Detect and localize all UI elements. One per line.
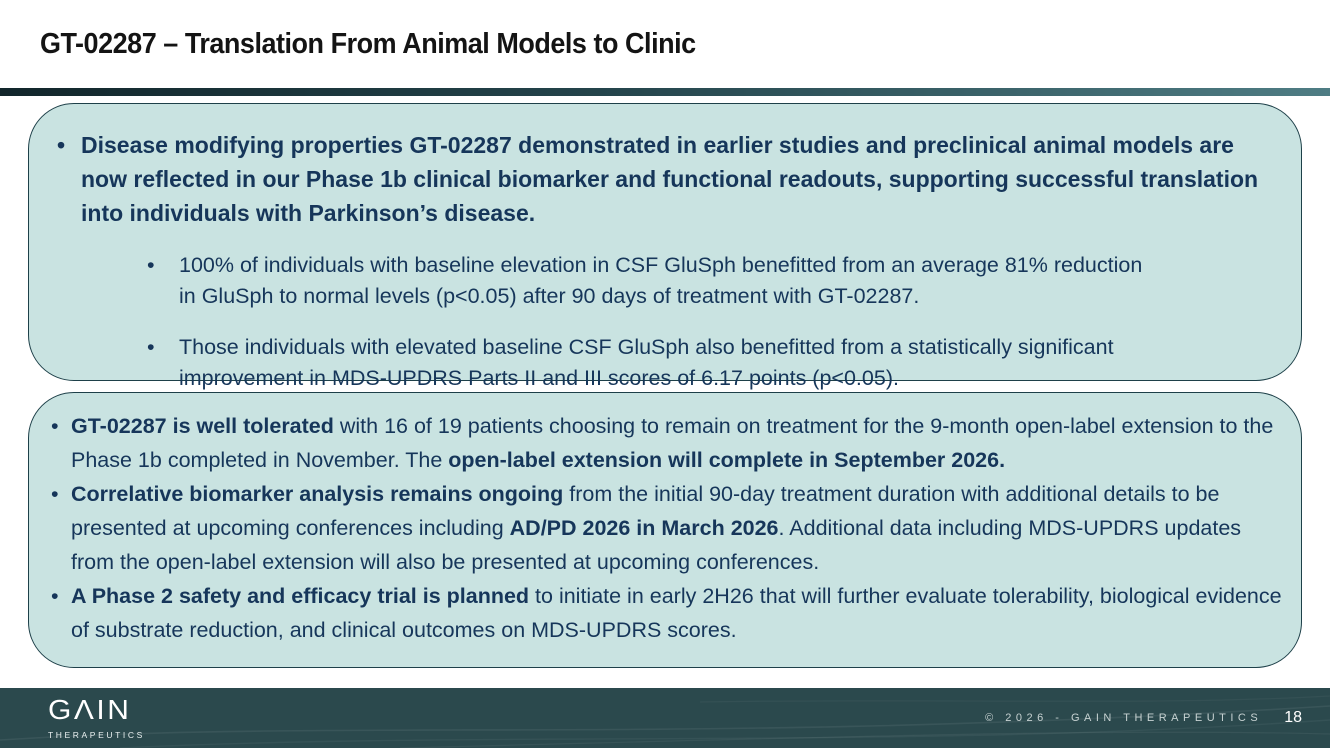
sub-bullet-updrs-improvement: • Those individuals with elevated baseli…	[147, 332, 1275, 394]
sub-bullet-glusph-reduction: • 100% of individuals with baseline elev…	[147, 250, 1275, 312]
footer-right: © 2026 - GAIN THERAPEUTICS 18	[985, 688, 1302, 748]
main-bullet: • Disease modifying properties GT-02287 …	[51, 128, 1275, 230]
logo-wordmark: GΛIN	[48, 695, 132, 726]
logo-subtext: THERAPEUTICS	[48, 730, 145, 740]
title-divider	[0, 88, 1330, 96]
page-title: GT-02287 – Translation From Animal Model…	[40, 28, 696, 60]
phase1b-findings-box: • Disease modifying properties GT-02287 …	[28, 103, 1302, 390]
bullet-biomarker-analysis: • Correlative biomarker analysis remains…	[45, 477, 1291, 579]
bullet-text: Correlative biomarker analysis remains o…	[71, 482, 1242, 574]
bullet-icon: •	[147, 335, 155, 359]
gain-therapeutics-logo: GΛIN THERAPEUTICS	[48, 697, 145, 740]
bullet-icon: •	[147, 253, 155, 277]
program-status-box: • GT-02287 is well tolerated with 16 of …	[28, 392, 1302, 668]
bullet-text: A Phase 2 safety and efficacy trial is p…	[71, 584, 1282, 642]
bullet-phase2-plan: • A Phase 2 safety and efficacy trial is…	[45, 579, 1291, 647]
bullet-tolerability: • GT-02287 is well tolerated with 16 of …	[45, 409, 1291, 477]
copyright-text: © 2026 - GAIN THERAPEUTICS	[985, 712, 1263, 724]
bullet-icon: •	[51, 414, 59, 438]
bullet-icon: •	[51, 482, 59, 506]
bullet-icon: •	[57, 132, 66, 158]
slide-footer: GΛIN THERAPEUTICS © 2026 - GAIN THERAPEU…	[0, 688, 1330, 748]
bullet-text: GT-02287 is well tolerated with 16 of 19…	[71, 414, 1274, 472]
sub-bullet-text: 100% of individuals with baseline elevat…	[179, 253, 1143, 308]
wave-decoration	[0, 695, 1330, 748]
sub-bullet-text: Those individuals with elevated baseline…	[179, 335, 1114, 390]
main-bullet-text: Disease modifying properties GT-02287 de…	[81, 132, 1259, 226]
page-number: 18	[1284, 709, 1302, 726]
bullet-icon: •	[51, 584, 59, 608]
